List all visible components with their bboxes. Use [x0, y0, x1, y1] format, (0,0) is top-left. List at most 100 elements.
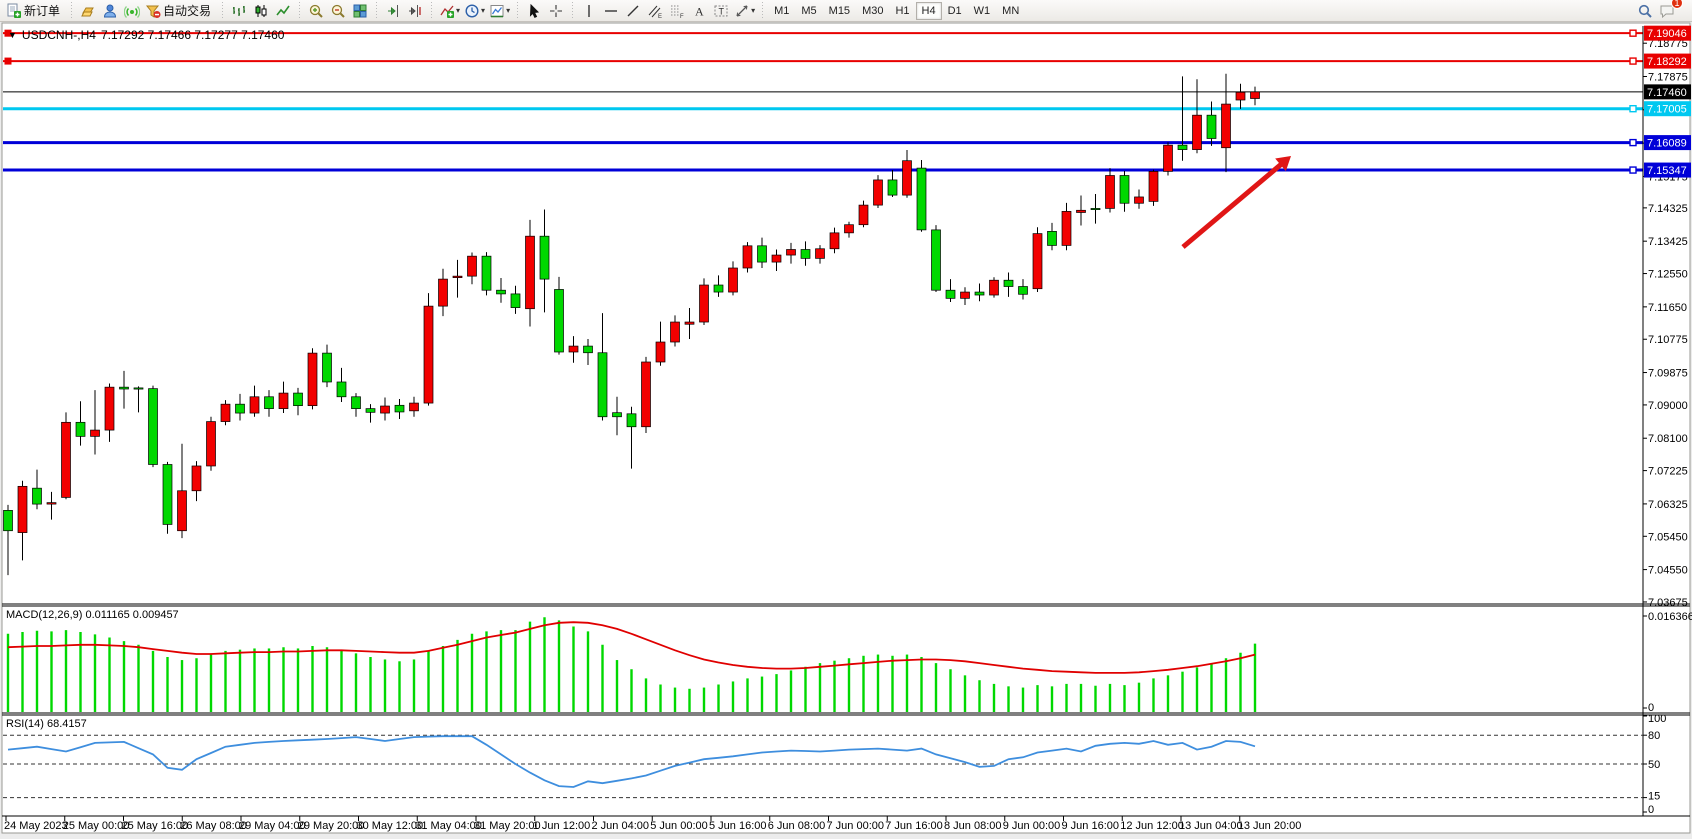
line-handle[interactable]	[1629, 166, 1637, 174]
price-tick-label: 7.17875	[1648, 72, 1688, 84]
time-label: 26 May 08:00	[180, 820, 247, 832]
candle	[3, 510, 13, 532]
timeframe-m15-button[interactable]: M15	[828, 4, 851, 17]
templates-icon	[489, 3, 505, 19]
notification-badge: 1	[1671, 0, 1683, 9]
price-badge-text: 7.17005	[1647, 104, 1687, 116]
fibonacci-button[interactable]: F	[666, 1, 688, 21]
chat-button[interactable]: 1	[1656, 0, 1683, 21]
gold-button[interactable]	[77, 1, 99, 21]
candle	[931, 229, 941, 291]
auto-scroll-button[interactable]	[382, 1, 404, 21]
candle	[800, 249, 811, 259]
timeframe-h1-button[interactable]: H1	[895, 4, 910, 17]
time-label: 6 Jun 08:00	[768, 820, 826, 832]
candle	[568, 345, 579, 353]
text-button[interactable]: A	[688, 1, 710, 21]
tile-windows-icon	[352, 3, 368, 19]
dropdown-arrow-icon[interactable]: ▾	[751, 6, 756, 15]
timeframe-mn-button[interactable]: MN	[1002, 4, 1020, 17]
line-handle[interactable]	[1629, 29, 1637, 37]
dropdown-arrow-icon[interactable]: ▾	[481, 6, 486, 15]
line-handle[interactable]	[4, 29, 12, 37]
price-badge-text: 7.18292	[1647, 56, 1687, 68]
zoom-out-icon	[330, 3, 346, 19]
indicators-icon	[439, 3, 455, 19]
price-badge	[1644, 162, 1691, 178]
timeframe-w1-button[interactable]: W1	[973, 4, 991, 17]
signal-button[interactable]	[121, 1, 143, 21]
candle	[467, 255, 477, 277]
zoom-out-button[interactable]	[327, 1, 349, 21]
cursor-icon	[526, 3, 542, 19]
line-chart-icon	[275, 3, 291, 19]
timeframe-m5-button[interactable]: M5	[801, 4, 817, 17]
candle	[916, 167, 927, 231]
line-handle[interactable]	[4, 57, 12, 65]
cursor-button[interactable]	[523, 1, 545, 21]
dropdown-arrow-icon[interactable]: ▾	[456, 6, 461, 15]
candle	[815, 248, 825, 259]
candle	[1177, 144, 1188, 150]
horizontal-line-button[interactable]	[600, 1, 622, 21]
new-order-button-label: 新订单	[24, 4, 61, 18]
dropdown-arrow-icon[interactable]: ▾	[506, 6, 511, 15]
vertical-line-button[interactable]	[578, 1, 600, 21]
macd-indicator-label: MACD(12,26,9) 0.011165 0.009457	[6, 609, 179, 621]
annotation-arrow-head[interactable]	[1275, 156, 1291, 172]
line-handle[interactable]	[1629, 57, 1637, 65]
time-label: 29 May 04:00	[239, 820, 306, 832]
time-label: 13 Jun 20:00	[1238, 820, 1302, 832]
candle	[1192, 114, 1202, 150]
channel-button[interactable]: E	[644, 1, 666, 21]
periods-button[interactable]: ▾	[462, 1, 487, 21]
auto-trading-button[interactable]: 自动交易	[143, 1, 217, 21]
fibonacci-icon: F	[669, 3, 685, 19]
line-handle[interactable]	[1629, 105, 1637, 113]
timeframe-h4-button[interactable]: H4	[915, 1, 942, 20]
new-order-button[interactable]: 新订单	[4, 1, 66, 21]
new-order-icon	[6, 3, 22, 19]
candle	[191, 465, 202, 492]
timeframe-m30-button[interactable]: M30	[862, 4, 884, 17]
trendline-button[interactable]	[622, 1, 644, 21]
timeframe-d1-button[interactable]: D1	[947, 4, 962, 17]
bar-chart-button[interactable]	[228, 1, 250, 21]
tile-windows-button[interactable]	[349, 1, 371, 21]
svg-text:T: T	[719, 6, 725, 16]
time-label: 30 May 12:00	[357, 820, 424, 832]
line-handle[interactable]	[1629, 138, 1637, 147]
time-label: 7 Jun 16:00	[885, 820, 943, 832]
candle	[481, 255, 492, 291]
search-button[interactable]	[1634, 1, 1656, 21]
shapes-button[interactable]: ▾	[732, 1, 757, 21]
candle	[307, 352, 318, 407]
chart-window[interactable]: ▼ USDCNH-,H4 7.17292 7.17466 7.17277 7.1…	[0, 22, 1692, 839]
candle	[989, 279, 999, 296]
candle	[90, 429, 100, 437]
rsi-axis-label: 50	[1648, 759, 1660, 771]
annotation-arrow[interactable]	[1181, 160, 1285, 249]
candle	[887, 179, 898, 196]
candle	[844, 224, 854, 234]
toolbar-separator	[570, 1, 576, 20]
timeframe-m1-button[interactable]: M1	[774, 4, 790, 17]
indicators-button[interactable]: ▾	[437, 1, 462, 21]
label-button[interactable]: T	[710, 1, 732, 21]
templates-button[interactable]: ▾	[487, 1, 512, 21]
community-button[interactable]	[99, 1, 121, 21]
zoom-in-button[interactable]	[305, 1, 327, 21]
price-tick-label: 7.08100	[1648, 433, 1688, 445]
line-chart-button[interactable]	[272, 1, 294, 21]
candle	[206, 421, 216, 467]
candle	[351, 396, 361, 409]
crosshair-button[interactable]	[545, 1, 567, 21]
candle	[757, 245, 767, 263]
chart-shift-button[interactable]	[404, 1, 426, 21]
symbol-title: ▼ USDCNH-,H4 7.17292 7.17466 7.17277 7.1…	[8, 28, 284, 42]
price-badge-text: 7.15347	[1647, 165, 1687, 177]
candlestick-button[interactable]	[250, 1, 272, 21]
chevron-down-icon[interactable]: ▼	[8, 30, 17, 40]
candle	[496, 289, 506, 295]
